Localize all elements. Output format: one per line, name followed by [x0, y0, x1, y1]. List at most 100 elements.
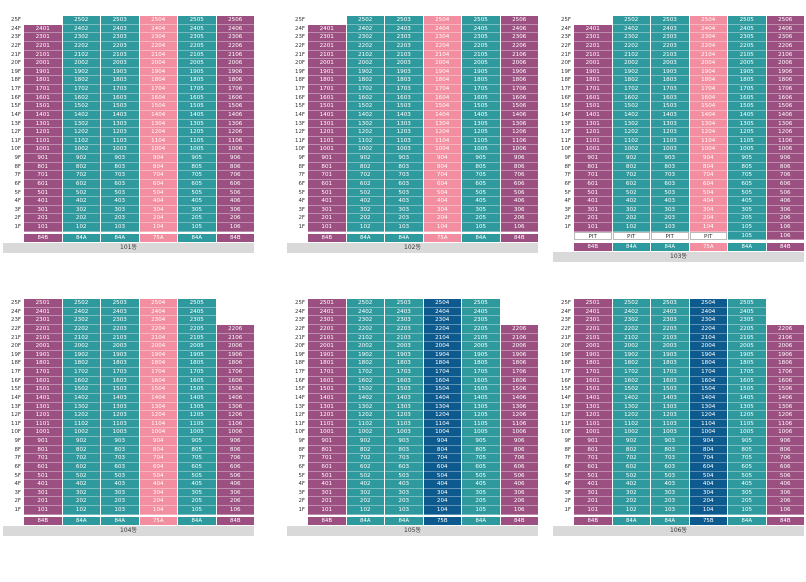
unit-cell: 103 — [651, 506, 689, 515]
unit-cell: 2404 — [689, 24, 727, 34]
unit-cell: 1103 — [385, 419, 423, 429]
unit-cell: 1104 — [139, 419, 177, 429]
unit-cell: 602 — [346, 462, 384, 472]
unit-cell: 1606 — [500, 93, 538, 103]
unit-cell: 1001 — [574, 145, 612, 154]
unit-cell: 1405 — [728, 393, 766, 403]
unit-cell: 404 — [423, 197, 461, 206]
unit-cell: 804 — [689, 162, 727, 172]
unit-cell: 1605 — [462, 93, 500, 103]
unit-cell: 1604 — [139, 93, 177, 103]
unit-cell: 301 — [574, 205, 612, 215]
unit-cell: 104 — [139, 506, 177, 515]
unit-cell: 1704 — [689, 368, 727, 377]
unit-cell: 1306 — [216, 402, 254, 412]
unit-cell: 402 — [346, 480, 384, 489]
unit-cell: 705 — [462, 454, 500, 463]
floor-label: 19F — [287, 350, 307, 360]
floor-label: 8F — [553, 162, 573, 172]
unit-cell: 1606 — [500, 376, 538, 386]
unit-cell: 1304 — [689, 402, 727, 412]
unit-cell: 2002 — [612, 59, 650, 68]
unit-cell: 2404 — [689, 307, 727, 317]
unit-cell: 2203 — [101, 41, 139, 51]
unit-cell: 1602 — [612, 93, 650, 103]
unit-cell: 1301 — [24, 402, 62, 412]
unit-cell: 2003 — [651, 59, 689, 68]
unit-cell: 1702 — [612, 85, 650, 94]
unit-cell: 304 — [139, 488, 177, 498]
unit-cell: 804 — [423, 162, 461, 172]
unit-cell: 2206 — [216, 324, 254, 334]
unit-cell: 1805 — [462, 76, 500, 85]
unit-cell: 1006 — [766, 145, 804, 154]
unit-cell: 2503 — [651, 16, 689, 25]
unit-cell: 1802 — [346, 359, 384, 368]
floor-label: 24F — [287, 24, 307, 34]
unit-cell: 2306 — [500, 33, 538, 42]
unit-type-row: 84B 84A 84A 75A 84A 84B — [553, 242, 804, 251]
unit-cell: 2104 — [689, 333, 727, 343]
unit-cell: 1206 — [216, 128, 254, 137]
unit-cell: 1401 — [308, 110, 346, 120]
unit-cell: 2006 — [766, 342, 804, 351]
unit-cell: 2505 — [728, 16, 766, 25]
unit-cell: 2204 — [139, 324, 177, 334]
unit-cell: 302 — [62, 488, 100, 498]
unit-cell: 1404 — [689, 110, 727, 120]
unit-cell: 1306 — [766, 402, 804, 412]
unit-cell: 1103 — [651, 419, 689, 429]
unit-grid: 25F 2502 2503 2504 2505 2506 24F 2401 2402 2403 24… — [287, 16, 538, 232]
unit-cell: 2504 — [139, 16, 177, 25]
unit-cell: 1704 — [423, 85, 461, 94]
unit-type-row: 84B 84A 84A 75B 84A 84B — [553, 517, 804, 525]
unit-cell: 2105 — [728, 333, 766, 343]
unit-cell: 1102 — [346, 136, 384, 146]
unit-cell: 501 — [574, 471, 612, 481]
unit-cell: 1601 — [308, 93, 346, 103]
unit-cell: 1302 — [62, 402, 100, 412]
unit-cell: 401 — [24, 197, 62, 206]
unit-cell: 1302 — [346, 119, 384, 129]
unit-cell: 1903 — [101, 350, 139, 360]
unit-cell: 2106 — [216, 50, 254, 60]
unit-cell: 603 — [651, 462, 689, 472]
unit-cell: 404 — [689, 197, 727, 206]
floor-label: 11F — [3, 419, 23, 429]
unit-cell: 1604 — [689, 376, 727, 386]
unit-cell: 101 — [308, 223, 346, 232]
unit-cell: 1403 — [651, 393, 689, 403]
unit-cell: 2103 — [385, 333, 423, 343]
unit-cell: 1301 — [308, 119, 346, 129]
unit-cell: 802 — [612, 445, 650, 455]
unit-cell: 803 — [385, 162, 423, 172]
unit-cell: 1905 — [728, 350, 766, 360]
unit-cell: 906 — [216, 437, 254, 446]
floor-label: 6F — [553, 462, 573, 472]
floor-label: 13F — [553, 402, 573, 412]
unit-cell: 1906 — [216, 350, 254, 360]
empty-cell — [767, 316, 805, 325]
unit-cell: 1701 — [574, 85, 612, 94]
floor-label: 12F — [553, 128, 573, 137]
unit-cell: 1402 — [346, 393, 384, 403]
unit-cell: 1405 — [462, 110, 500, 120]
unit-cell: 1803 — [385, 359, 423, 368]
unit-cell: 206 — [216, 214, 254, 223]
unit-cell: 1005 — [178, 428, 216, 437]
unit-cell: 1601 — [574, 93, 612, 103]
floor-label: 2F — [553, 497, 573, 506]
empty-cell — [217, 299, 255, 308]
unit-cell: 2206 — [766, 324, 804, 334]
unit-cell: 202 — [62, 497, 100, 506]
unit-cell: 1705 — [462, 85, 500, 94]
unit-cell: 1005 — [462, 428, 500, 437]
unit-cell: 2402 — [62, 24, 100, 34]
unit-cell: 1702 — [346, 85, 384, 94]
floor-label: 25F — [3, 16, 23, 25]
unit-cell: 505 — [178, 471, 216, 481]
unit-cell: 301 — [308, 488, 346, 498]
unit-cell: 705 — [728, 171, 766, 180]
unit-cell: 703 — [385, 171, 423, 180]
unit-type-label: 84B — [500, 517, 538, 525]
